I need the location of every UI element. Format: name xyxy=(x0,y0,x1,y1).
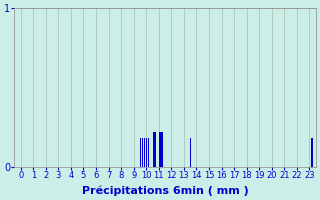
Bar xyxy=(155,132,156,167)
Bar xyxy=(148,138,149,167)
X-axis label: Précipitations 6min ( mm ): Précipitations 6min ( mm ) xyxy=(82,185,248,196)
Bar xyxy=(140,138,141,167)
Bar xyxy=(144,138,145,167)
Bar xyxy=(161,132,163,167)
Bar xyxy=(153,132,154,167)
Bar xyxy=(189,138,191,167)
Bar xyxy=(311,138,313,167)
Bar xyxy=(159,132,161,167)
Bar xyxy=(146,138,147,167)
Bar xyxy=(142,138,143,167)
